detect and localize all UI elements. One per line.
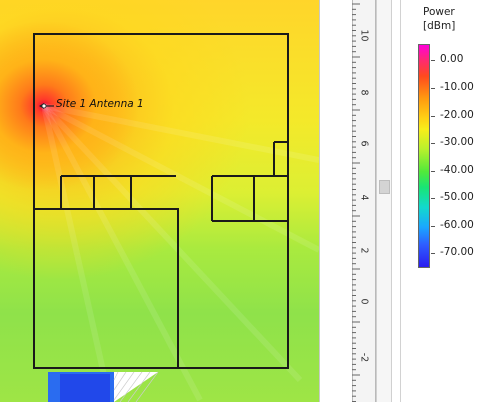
legend-title-unit: [dBm] [423,20,456,32]
ruler-label: 0 [358,298,370,305]
legend-label: -70.00 [440,246,474,258]
signal-streaks [41,103,319,402]
ruler-label: 2 [358,247,370,254]
blue-coverage-region [60,374,110,402]
scrollbar-thumb[interactable] [379,180,390,194]
ruler-ticks [352,3,360,402]
hatch-lines [113,371,159,402]
streak [42,103,319,253]
legend-tick [431,226,435,227]
streak [41,105,113,402]
legend-divider [400,0,401,402]
side-panel [320,0,491,402]
room-wall [33,208,179,369]
ruler-label: 8 [358,89,370,96]
outer-wall [33,33,289,369]
streak [41,104,203,402]
floor-plan [33,33,319,402]
antenna-label: Site 1 Antenna 1 [56,98,144,110]
legend-color-bar [418,44,430,268]
vertical-scrollbar[interactable] [376,0,392,402]
legend-title: Power [dBm] [423,5,455,33]
legend-title-quantity: Power [423,6,455,18]
white-triangle [114,372,158,402]
legend-label: -30.00 [440,136,474,148]
ruler-label: 4 [358,194,370,201]
legend-tick [431,60,435,61]
ruler-label: 6 [358,140,370,147]
interior-walls [60,141,288,222]
legend-label: 0.00 [440,53,464,65]
legend-label: -60.00 [440,219,474,231]
legend-tick [431,171,435,172]
legend-label: -20.00 [440,109,474,121]
vertical-ruler [352,0,376,402]
coverage-heatmap-view[interactable]: Site 1 Antenna 1 [0,0,320,402]
legend-tick [431,88,435,89]
legend-tick [431,198,435,199]
legend-label: -50.00 [440,191,474,203]
legend-tick [431,143,435,144]
legend-label: -10.00 [440,81,474,93]
legend-label: -40.00 [440,164,474,176]
streak [41,103,303,383]
antenna-marker [39,103,54,109]
ruler-label: 10 [358,29,370,42]
legend-tick [431,116,435,117]
ruler-label: -2 [358,352,370,363]
legend-tick [431,253,435,254]
